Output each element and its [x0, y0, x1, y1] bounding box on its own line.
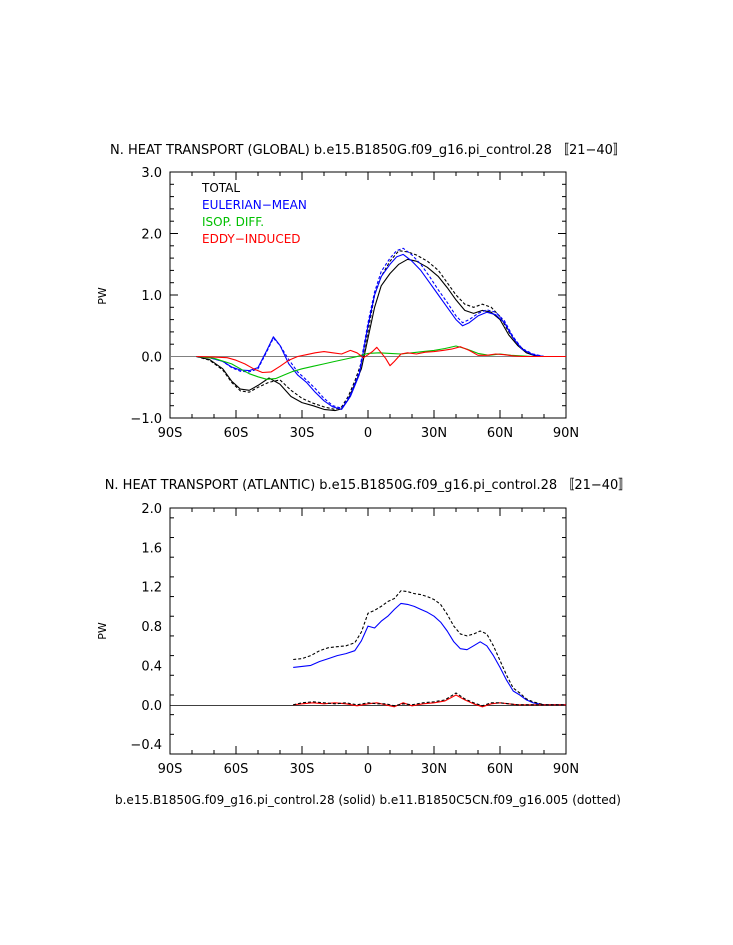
atlantic-panel: N. HEAT TRANSPORT (ATLANTIC) b.e15.B1850… — [96, 478, 631, 777]
atlantic-y-tick-label: 1.6 — [141, 541, 162, 556]
legend-isop-diff: ISOP. DIFF. — [202, 215, 264, 229]
atlantic-y-tick-label: 1.2 — [141, 581, 162, 596]
atlantic-y-tick-label: 0.0 — [141, 699, 162, 714]
atlantic-x-tick-label: 60N — [487, 762, 513, 777]
footer-caption: b.e15.B1850G.f09_g16.pi_control.28 (soli… — [115, 793, 621, 807]
global-x-tick-label: 60N — [487, 426, 513, 441]
global-ticks: 90S 60S 30S 0 30N 60N 90N −1.0 0.0 1.0 2.0 3.0 — [130, 166, 579, 441]
atlantic-x-tick-label: 30S — [290, 762, 315, 777]
atlantic-x-tick-label: 30N — [421, 762, 447, 777]
global-series — [196, 247, 566, 412]
global-x-tick-label: 0 — [364, 426, 372, 441]
global-series-line-5 — [196, 346, 566, 374]
atlantic-x-tick-label: 60S — [224, 762, 249, 777]
atlantic-x-tick-label: 0 — [364, 762, 372, 777]
global-series-line-3 — [196, 247, 566, 409]
global-x-tick-label: 30S — [290, 426, 315, 441]
legend-eddy-induced: EDDY−INDUCED — [202, 232, 301, 246]
global-series-line-0 — [196, 258, 566, 412]
atlantic-series-line-3 — [293, 692, 566, 707]
legend-eulerian-mean: EULERIAN−MEAN — [202, 198, 307, 212]
atlantic-y-tick-label: 0.4 — [141, 659, 162, 674]
atlantic-ylabel: PW — [96, 622, 109, 640]
global-x-tick-label: 30N — [421, 426, 447, 441]
global-y-tick-label: 2.0 — [141, 228, 162, 243]
legend-total: TOTAL — [201, 181, 240, 195]
atlantic-x-tick-label: 90S — [158, 762, 183, 777]
atlantic-title: N. HEAT TRANSPORT (ATLANTIC) b.e15.B1850… — [105, 478, 632, 493]
atlantic-series-line-1 — [293, 590, 566, 706]
atlantic-x-tick-label: 90N — [553, 762, 579, 777]
atlantic-plot-frame — [169, 507, 567, 755]
global-legend: TOTAL EULERIAN−MEAN ISOP. DIFF. EDDY−IND… — [201, 181, 307, 246]
atlantic-ticks: 90S 60S 30S 0 30N 60N 90N −0.4 0.0 0.4 0.8 1.2 1.6 2.… — [130, 502, 579, 777]
global-x-tick-label: 90S — [158, 426, 183, 441]
global-series-line-2 — [196, 253, 566, 410]
global-ylabel: PW — [96, 287, 109, 305]
atlantic-series-line-2 — [293, 694, 566, 708]
atlantic-y-tick-label: −0.4 — [130, 738, 162, 753]
global-x-tick-label: 90N — [553, 426, 579, 441]
atlantic-series — [293, 590, 566, 708]
global-y-tick-label: −1.0 — [130, 412, 162, 427]
global-x-tick-label: 60S — [224, 426, 249, 441]
atlantic-y-tick-label: 0.8 — [141, 620, 162, 635]
global-y-tick-label: 0.0 — [141, 351, 162, 366]
global-title: N. HEAT TRANSPORT (GLOBAL) b.e15.B1850G.… — [110, 143, 626, 158]
atlantic-series-line-0 — [293, 602, 566, 706]
global-y-tick-label: 3.0 — [141, 166, 162, 181]
global-y-tick-label: 1.0 — [141, 289, 162, 304]
global-series-line-1 — [196, 250, 566, 410]
global-series-line-4 — [196, 345, 566, 380]
atlantic-y-tick-label: 2.0 — [141, 502, 162, 517]
global-panel: N. HEAT TRANSPORT (GLOBAL) b.e15.B1850G.… — [96, 143, 626, 441]
